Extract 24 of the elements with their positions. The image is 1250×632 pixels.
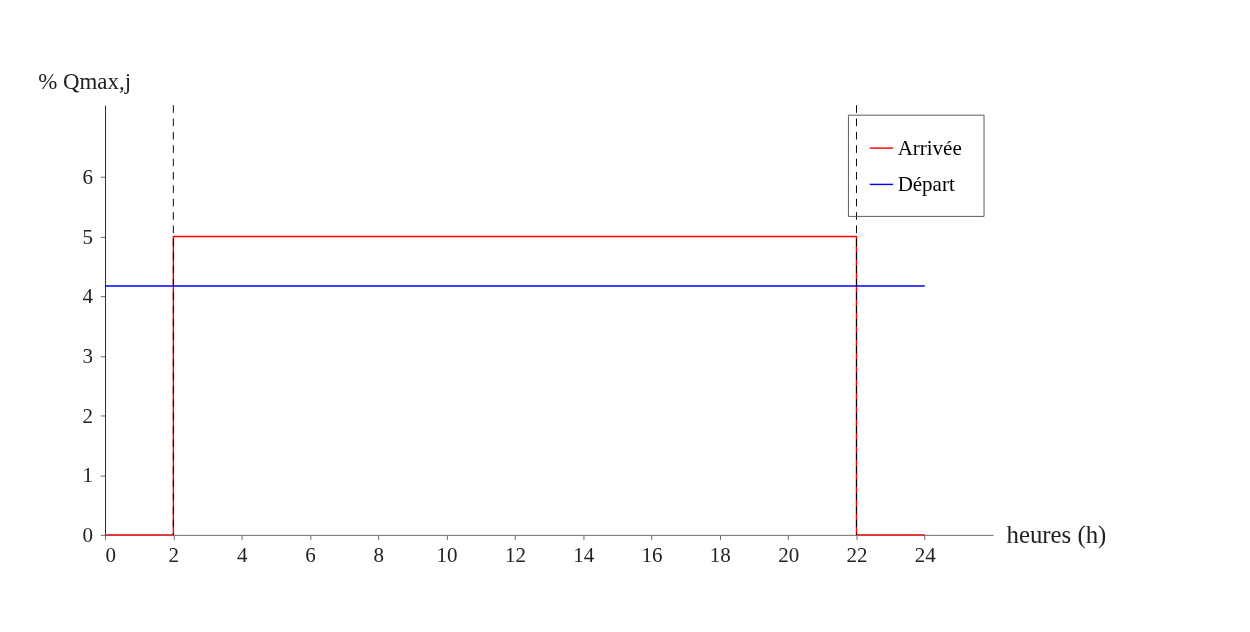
x-tick-label: 0 — [105, 543, 117, 568]
legend-label: Arrivée — [897, 135, 962, 160]
x-axis-title: heures (h) — [1006, 520, 1107, 549]
x-tick-label: 20 — [778, 543, 800, 568]
x-tick-label: 4 — [236, 543, 248, 568]
y-tick-label: 1 — [82, 463, 94, 488]
y-tick-label: 2 — [82, 403, 94, 428]
x-tick-label: 12 — [504, 543, 526, 568]
x-tick-label: 6 — [305, 543, 316, 568]
x-tick-label: 2 — [168, 543, 180, 568]
x-tick-label: 22 — [846, 543, 868, 568]
y-tick-label: 6 — [82, 164, 94, 189]
x-tick-label: 8 — [373, 543, 385, 568]
x-tick-label: 14 — [573, 543, 595, 568]
y-tick-label: 4 — [82, 284, 94, 309]
x-tick-label: 24 — [914, 543, 937, 568]
y-tick-label: 5 — [82, 224, 94, 249]
x-tick-label: 16 — [641, 543, 663, 568]
y-tick-label: 3 — [82, 343, 94, 368]
x-tick-label: 18 — [709, 543, 731, 568]
legend-label: Départ — [897, 172, 955, 197]
x-tick-label: 10 — [436, 543, 458, 568]
y-tick-label: 0 — [82, 523, 94, 548]
y-axis-title: % Qmax,j — [38, 68, 132, 94]
